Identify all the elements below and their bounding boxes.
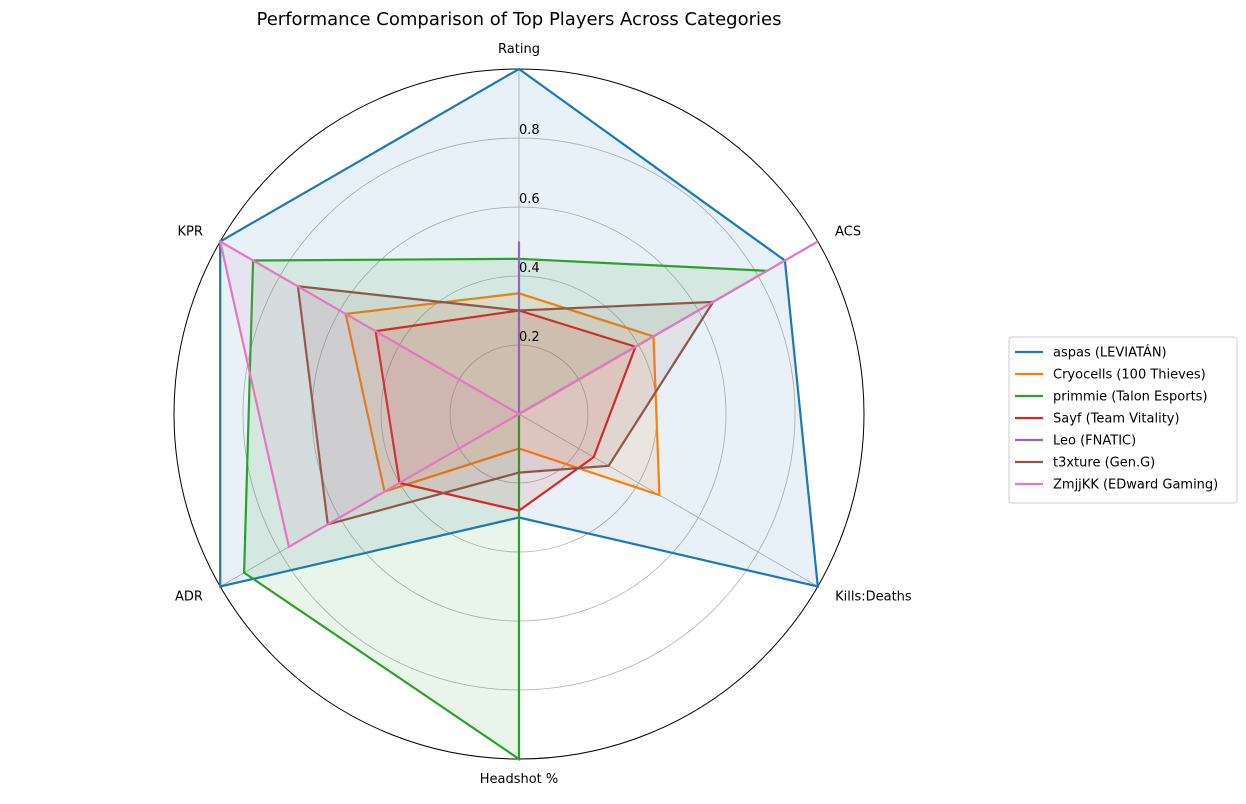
radar-axes: 0.2 0.4 0.6 0.8 Rating ACS Kills:Deaths Headsho… — [175, 42, 912, 787]
legend-entry: ZmjjKK (EDward Gaming) — [1053, 478, 1218, 493]
series-area — [244, 258, 768, 759]
category-label: Kills:Deaths — [835, 590, 912, 605]
category-label: ACS — [835, 225, 861, 240]
radial-tick-label: 0.2 — [519, 330, 540, 345]
legend-entry: Leo (FNATIC) — [1053, 434, 1136, 449]
legend: aspas (LEVIATÁN) Cryocells (100 Thieves) p… — [1008, 336, 1238, 504]
category-label: Headshot % — [480, 772, 559, 787]
legend-box — [1008, 336, 1238, 504]
series-line — [218, 239, 819, 549]
series-area — [375, 310, 636, 511]
category-label: ADR — [175, 590, 203, 605]
legend-entry: Cryocells (100 Thieves) — [1053, 368, 1206, 383]
legend-entry: Sayf (Team Vitality) — [1053, 412, 1180, 427]
legend-entry: t3xture (Gen.G) — [1053, 456, 1155, 471]
radial-tick-label: 0.6 — [519, 192, 540, 207]
grid-spoke — [518, 413, 818, 587]
category-label: Rating — [498, 42, 540, 57]
radar-series — [218, 67, 820, 762]
chart-title: Performance Comparison of Top Players Ac… — [257, 9, 782, 30]
category-label: KPR — [177, 225, 202, 240]
series-area — [345, 293, 660, 496]
radial-tick-label: 0.8 — [519, 123, 540, 138]
legend-entry: aspas (LEVIATÁN) — [1053, 345, 1167, 361]
series-area — [220, 241, 818, 547]
radial-tick-label: 0.4 — [519, 261, 540, 276]
legend-entry: primmie (Talon Esports) — [1053, 390, 1208, 405]
